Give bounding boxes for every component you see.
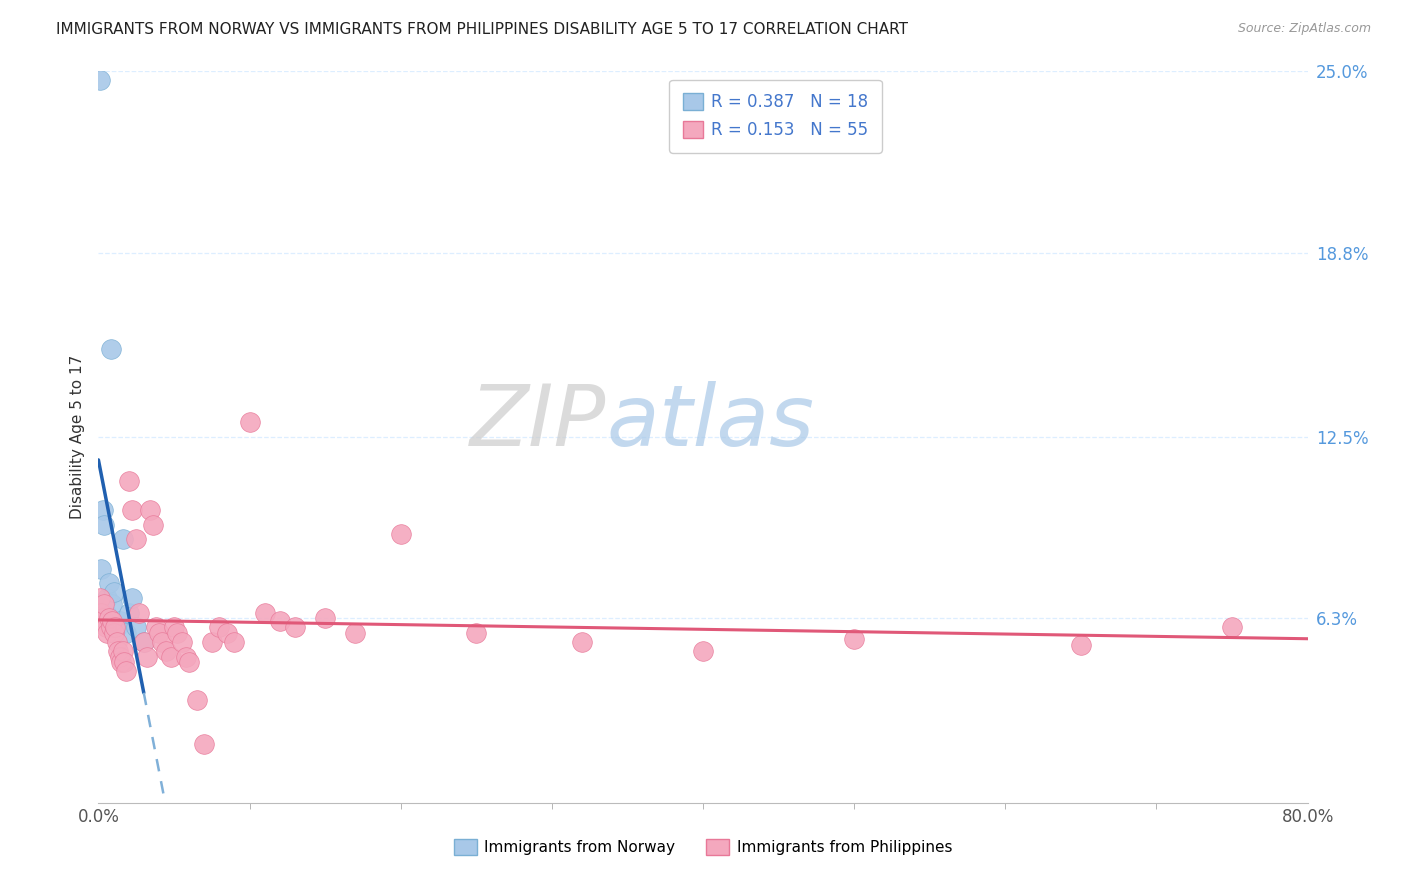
Point [844,632,866,646]
Point [98,576,121,591]
Point [208,620,231,634]
Point [111,643,134,657]
Point [465,626,488,640]
Point [166,626,188,640]
Point [344,626,367,640]
Point [91,503,114,517]
Point [284,620,307,634]
Point [114,664,136,678]
Point [100,620,122,634]
Point [107,643,129,657]
Point [89,73,111,87]
Text: IMMIGRANTS FROM NORWAY VS IMMIGRANTS FROM PHILIPPINES DISABILITY AGE 5 TO 17 COR: IMMIGRANTS FROM NORWAY VS IMMIGRANTS FRO… [56,22,908,37]
Point [90,606,112,620]
Point [93,597,115,611]
Point [253,606,276,620]
Point [174,649,197,664]
Point [160,649,183,664]
Point [118,474,141,488]
Point [1070,638,1092,652]
Point [94,620,117,634]
Text: Source: ZipAtlas.com: Source: ZipAtlas.com [1237,22,1371,36]
Point [224,635,246,649]
Point [114,626,136,640]
Point [314,611,336,625]
Point [96,591,118,605]
Point [125,620,148,634]
Point [101,597,124,611]
Point [125,533,148,547]
Point [239,416,262,430]
Point [571,635,593,649]
Point [105,635,128,649]
Point [148,626,170,640]
Point [132,635,155,649]
Point [145,620,167,634]
Point [150,635,173,649]
Point [1220,620,1243,634]
Point [121,591,143,605]
Y-axis label: Disability Age 5 to 17: Disability Age 5 to 17 [69,355,84,519]
Point [104,620,127,634]
Point [139,503,162,517]
Point [96,626,118,640]
Point [101,615,124,629]
Point [103,585,125,599]
Point [103,626,125,640]
Point [91,611,114,625]
Point [135,649,157,664]
Point [128,606,150,620]
Point [142,517,165,532]
Point [201,635,224,649]
Text: atlas: atlas [606,381,814,464]
Point [93,517,115,532]
Point [215,626,238,640]
Point [163,620,186,634]
Point [112,656,135,670]
Point [98,611,121,625]
Point [186,693,208,707]
Point [105,620,128,634]
Legend: Immigrants from Norway, Immigrants from Philippines: Immigrants from Norway, Immigrants from … [447,833,959,861]
Point [90,562,112,576]
Point [132,635,155,649]
Point [89,591,111,605]
Point [108,649,131,664]
Point [110,656,132,670]
Point [100,343,122,357]
Point [111,533,134,547]
Point [94,606,117,620]
Point [108,615,131,629]
Point [118,606,141,620]
Point [170,635,193,649]
Point [692,643,714,657]
Point [179,656,201,670]
Point [155,643,177,657]
Text: ZIP: ZIP [470,381,606,464]
Point [269,615,291,629]
Point [193,737,215,751]
Point [389,526,412,541]
Point [121,503,143,517]
